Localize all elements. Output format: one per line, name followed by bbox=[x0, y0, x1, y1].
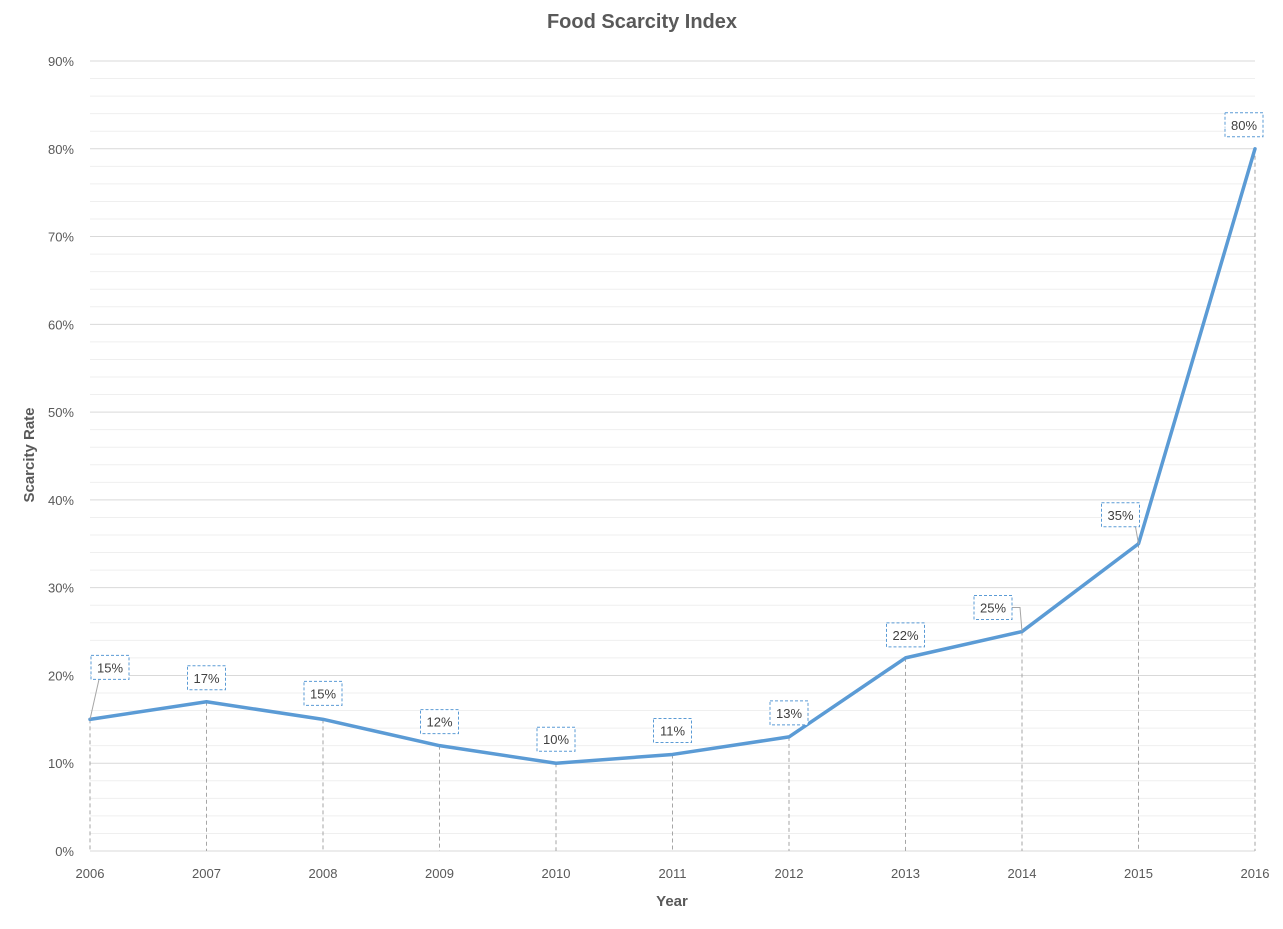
y-tick-label: 20% bbox=[48, 668, 74, 683]
data-labels: 15% 17% 15% 12% 10% 11% 13% 22% 25% 35% 80% bbox=[89, 112, 1264, 752]
x-axis-title: Year bbox=[656, 893, 688, 910]
y-tick-label: 60% bbox=[48, 317, 74, 332]
data-label: 25% bbox=[980, 601, 1006, 616]
data-label-group: 15% bbox=[89, 654, 130, 720]
data-label-box bbox=[187, 665, 226, 691]
y-tick-label: 10% bbox=[48, 756, 74, 771]
data-label: 11% bbox=[660, 723, 685, 738]
data-label-box bbox=[303, 680, 343, 706]
leader-line bbox=[1135, 526, 1139, 544]
x-tick-label: 2016 bbox=[1241, 866, 1270, 881]
y-tick-label: 80% bbox=[48, 142, 74, 157]
data-label-group: 11% bbox=[653, 717, 692, 743]
x-tick-label: 2008 bbox=[309, 866, 338, 881]
data-label: 17% bbox=[193, 671, 219, 686]
y-axis: 0% 10% 20% 30% 40% 50% 60% 70% 80% 90% bbox=[48, 54, 74, 859]
data-label-group: 12% bbox=[420, 709, 459, 735]
leader-line bbox=[1012, 607, 1023, 632]
data-label-group: 35% bbox=[1101, 502, 1140, 544]
data-label-group: 13% bbox=[769, 700, 809, 726]
x-tick-label: 2013 bbox=[891, 866, 920, 881]
data-label-group: 25% bbox=[973, 595, 1023, 632]
leader-line bbox=[89, 679, 100, 720]
x-tick-label: 2006 bbox=[76, 866, 105, 881]
series-layer bbox=[88, 147, 1257, 765]
y-tick-label: 0% bbox=[55, 844, 74, 859]
data-label-box bbox=[769, 700, 809, 726]
x-axis: 2006 2007 2008 2009 2010 2011 2012 2013 2014 2015… bbox=[76, 866, 1270, 881]
gridlines bbox=[90, 60, 1255, 852]
x-tick-label: 2015 bbox=[1124, 866, 1153, 881]
y-tick-label: 40% bbox=[48, 493, 74, 508]
y-tick-label: 30% bbox=[48, 581, 74, 596]
x-tick-label: 2007 bbox=[192, 866, 221, 881]
y-tick-label: 50% bbox=[48, 405, 74, 420]
y-tick-label: 90% bbox=[48, 54, 74, 69]
data-label-group: 80% bbox=[1224, 112, 1264, 138]
data-label: 13% bbox=[776, 706, 802, 721]
x-tick-label: 2009 bbox=[425, 866, 454, 881]
data-label-box bbox=[1224, 112, 1264, 138]
data-label-box bbox=[886, 622, 925, 648]
data-label-box bbox=[536, 726, 576, 752]
x-tick-label: 2010 bbox=[542, 866, 571, 881]
data-label-box bbox=[420, 709, 459, 735]
data-label-group: 22% bbox=[886, 622, 925, 648]
y-tick-label: 70% bbox=[48, 230, 74, 245]
drop-lines bbox=[89, 148, 1256, 851]
data-label-group: 10% bbox=[536, 726, 576, 752]
data-label-box bbox=[90, 654, 130, 680]
data-label: 15% bbox=[310, 686, 336, 701]
chart-title: Food Scarcity Index bbox=[547, 11, 737, 33]
data-label: 15% bbox=[97, 660, 123, 675]
y-axis-title: Scarcity Rate bbox=[21, 407, 38, 502]
x-tick-label: 2014 bbox=[1008, 866, 1037, 881]
series-line bbox=[88, 147, 1257, 765]
data-label-group: 15% bbox=[303, 680, 343, 706]
x-tick-label: 2011 bbox=[659, 866, 687, 881]
data-label-box bbox=[973, 595, 1013, 621]
data-label: 22% bbox=[892, 628, 918, 643]
data-label-group: 17% bbox=[187, 665, 226, 691]
data-label: 80% bbox=[1231, 118, 1257, 133]
data-label: 10% bbox=[543, 732, 569, 747]
data-label: 35% bbox=[1107, 508, 1133, 523]
x-tick-label: 2012 bbox=[775, 866, 804, 881]
data-label-box bbox=[1101, 502, 1140, 528]
data-label-box bbox=[653, 717, 692, 743]
data-label: 12% bbox=[426, 715, 452, 730]
